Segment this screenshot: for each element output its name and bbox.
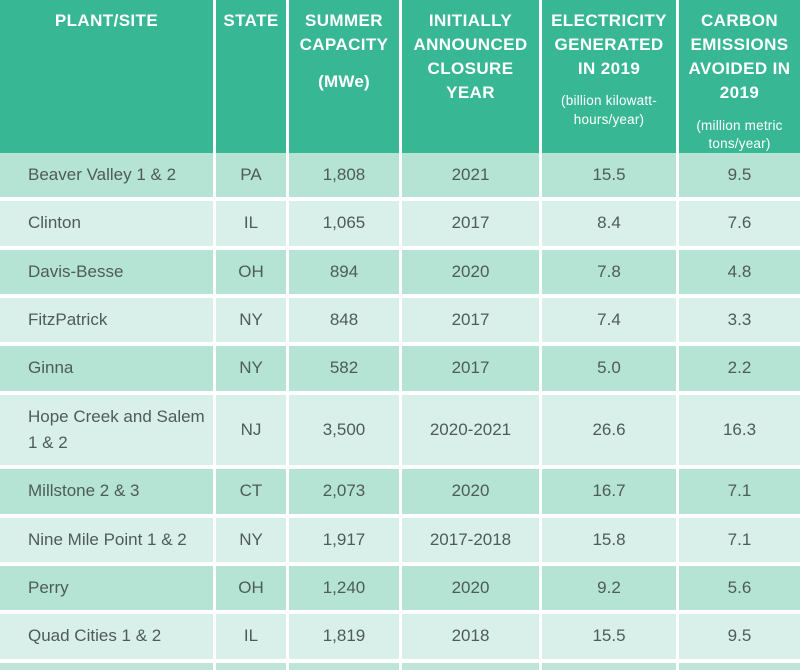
cell-plant: FitzPatrick bbox=[0, 298, 213, 343]
cell-state: OH bbox=[216, 249, 286, 295]
cell-capacity: 1,240 bbox=[289, 566, 399, 611]
total-label-cell: TOTAL bbox=[0, 662, 213, 670]
table-row: Davis-Besse OH 894 2020 7.8 4.8 bbox=[0, 249, 800, 295]
cell-state: CT bbox=[216, 469, 286, 514]
cell-carbon: 7.1 bbox=[679, 469, 800, 514]
cell-electricity: 8.4 bbox=[542, 201, 676, 246]
cell-plant: Ginna bbox=[0, 346, 213, 391]
cell-state: PA bbox=[216, 153, 286, 198]
cell-state: NY bbox=[216, 517, 286, 563]
cell-plant: Davis-Besse bbox=[0, 249, 213, 295]
cell-electricity: 15.8 bbox=[542, 517, 676, 563]
table-header-row: PLANT/SITE STATE SUMMER CAPACITY (MWe) I… bbox=[0, 0, 800, 153]
cell-electricity: 15.5 bbox=[542, 614, 676, 659]
cell-state: NJ bbox=[216, 394, 286, 466]
header-label: SUMMER CAPACITY bbox=[299, 11, 389, 55]
total-capacity-cell: 15,746 bbox=[289, 662, 399, 670]
table-row: Perry OH 1,240 2020 9.2 5.6 bbox=[0, 566, 800, 611]
cell-electricity: 15.5 bbox=[542, 153, 676, 198]
cell-closure-year: 2017 bbox=[402, 298, 539, 343]
cell-capacity: 1,808 bbox=[289, 153, 399, 198]
table-body: Beaver Valley 1 & 2 PA 1,808 2021 15.5 9… bbox=[0, 153, 800, 659]
cell-carbon: 2.2 bbox=[679, 346, 800, 391]
header-cell-state: STATE bbox=[216, 0, 286, 153]
header-sublabel: (billion kilowatt-hours/year) bbox=[561, 93, 657, 127]
cell-state: IL bbox=[216, 614, 286, 659]
cell-plant: Perry bbox=[0, 566, 213, 611]
cell-state: OH bbox=[216, 566, 286, 611]
total-electricity-cell: 127.9 bbox=[542, 662, 676, 670]
cell-closure-year: 2018 bbox=[402, 614, 539, 659]
cell-closure-year: 2020 bbox=[402, 249, 539, 295]
table-row: Nine Mile Point 1 & 2 NY 1,917 2017-2018… bbox=[0, 517, 800, 563]
cell-capacity: 894 bbox=[289, 249, 399, 295]
header-cell-carbon: CARBON EMISSIONS AVOIDED IN 2019 (millio… bbox=[679, 0, 800, 153]
table-row: Quad Cities 1 & 2 IL 1,819 2018 15.5 9.5 bbox=[0, 614, 800, 659]
cell-electricity: 7.4 bbox=[542, 298, 676, 343]
cell-closure-year: 2017 bbox=[402, 346, 539, 391]
cell-carbon: 7.1 bbox=[679, 517, 800, 563]
table-row: Hope Creek and Salem 1 & 2 NJ 3,500 2020… bbox=[0, 394, 800, 466]
header-cell-plant: PLANT/SITE bbox=[0, 0, 213, 153]
cell-electricity: 26.6 bbox=[542, 394, 676, 466]
header-label: INITIALLY ANNOUNCED CLOSURE YEAR bbox=[413, 11, 528, 103]
cell-electricity: 16.7 bbox=[542, 469, 676, 514]
cell-state: NY bbox=[216, 298, 286, 343]
cell-closure-year: 2017 bbox=[402, 201, 539, 246]
cell-plant: Millstone 2 & 3 bbox=[0, 469, 213, 514]
header-label: CARBON EMISSIONS AVOIDED IN 2019 bbox=[688, 11, 791, 103]
cell-electricity: 7.8 bbox=[542, 249, 676, 295]
cell-closure-year: 2020 bbox=[402, 469, 539, 514]
header-sublabel: (million metric tons/year) bbox=[696, 117, 783, 151]
total-carbon-cell: 73.1 bbox=[679, 662, 800, 670]
cell-capacity: 1,819 bbox=[289, 614, 399, 659]
cell-closure-year: 2021 bbox=[402, 153, 539, 198]
cell-closure-year: 2020-2021 bbox=[402, 394, 539, 466]
cell-state: NY bbox=[216, 346, 286, 391]
cell-plant: Clinton bbox=[0, 201, 213, 246]
cell-carbon: 7.6 bbox=[679, 201, 800, 246]
cell-plant: Beaver Valley 1 & 2 bbox=[0, 153, 213, 198]
header-cell-year: INITIALLY ANNOUNCED CLOSURE YEAR bbox=[402, 0, 539, 153]
table-row: Clinton IL 1,065 2017 8.4 7.6 bbox=[0, 201, 800, 246]
cell-carbon: 3.3 bbox=[679, 298, 800, 343]
cell-capacity: 848 bbox=[289, 298, 399, 343]
cell-carbon: 16.3 bbox=[679, 394, 800, 466]
cell-carbon: 9.5 bbox=[679, 614, 800, 659]
header-label: PLANT/SITE bbox=[54, 11, 159, 30]
cell-plant: Hope Creek and Salem 1 & 2 bbox=[0, 394, 213, 466]
cell-capacity: 1,065 bbox=[289, 201, 399, 246]
cell-closure-year: 2020 bbox=[402, 566, 539, 611]
total-year-cell bbox=[402, 662, 539, 670]
table-row: Ginna NY 582 2017 5.0 2.2 bbox=[0, 346, 800, 391]
cell-capacity: 582 bbox=[289, 346, 399, 391]
cell-capacity: 3,500 bbox=[289, 394, 399, 466]
cell-capacity: 1,917 bbox=[289, 517, 399, 563]
header-sublabel: (MWe) bbox=[318, 72, 370, 92]
table-row: FitzPatrick NY 848 2017 7.4 3.3 bbox=[0, 298, 800, 343]
table-row: Beaver Valley 1 & 2 PA 1,808 2021 15.5 9… bbox=[0, 153, 800, 198]
header-cell-capacity: SUMMER CAPACITY (MWe) bbox=[289, 0, 399, 153]
cell-electricity: 9.2 bbox=[542, 566, 676, 611]
header-label: ELECTRICITY GENERATED IN 2019 bbox=[551, 11, 667, 79]
cell-plant: Nine Mile Point 1 & 2 bbox=[0, 517, 213, 563]
header-cell-electricity: ELECTRICITY GENERATED IN 2019 (billion k… bbox=[542, 0, 676, 153]
cell-state: IL bbox=[216, 201, 286, 246]
cell-carbon: 4.8 bbox=[679, 249, 800, 295]
cell-carbon: 9.5 bbox=[679, 153, 800, 198]
cell-closure-year: 2017-2018 bbox=[402, 517, 539, 563]
cell-carbon: 5.6 bbox=[679, 566, 800, 611]
table-total-row: TOTAL 15,746 127.9 73.1 bbox=[0, 662, 800, 670]
total-state-cell bbox=[216, 662, 286, 670]
cell-capacity: 2,073 bbox=[289, 469, 399, 514]
table-row: Millstone 2 & 3 CT 2,073 2020 16.7 7.1 bbox=[0, 469, 800, 514]
header-label: STATE bbox=[223, 11, 279, 30]
cell-plant: Quad Cities 1 & 2 bbox=[0, 614, 213, 659]
cell-electricity: 5.0 bbox=[542, 346, 676, 391]
